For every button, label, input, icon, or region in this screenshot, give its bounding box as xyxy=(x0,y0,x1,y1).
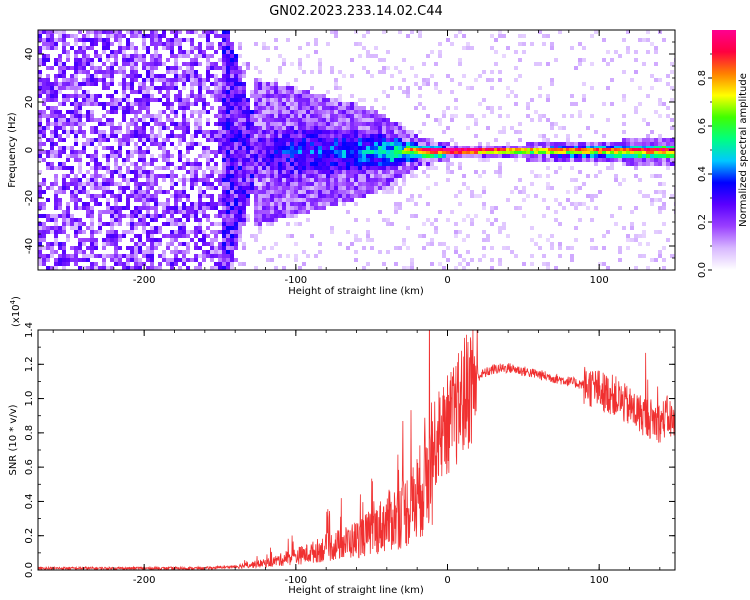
snr-x-label: Height of straight line (km) xyxy=(288,585,424,596)
snr-y-scale-exp: 4 xyxy=(9,299,17,304)
colorbar-ticks: 0.0 0.2 0.4 0.6 0.8 xyxy=(697,53,712,278)
colorbar: 0.0 0.2 0.4 0.6 0.8 Normalized spectral ampl… xyxy=(697,30,749,278)
svg-text:0: 0 xyxy=(24,147,35,153)
svg-text:-20: -20 xyxy=(24,190,35,206)
figure-title: GN02.2023.233.14.02.C44 xyxy=(269,4,443,19)
svg-text:0.2: 0.2 xyxy=(697,214,708,230)
svg-text:20: 20 xyxy=(24,96,35,109)
svg-text:0.8: 0.8 xyxy=(697,70,708,86)
svg-text:0.4: 0.4 xyxy=(697,166,708,182)
svg-text:0.6: 0.6 xyxy=(24,459,35,475)
colorbar-label: Normalized spectral amplitude xyxy=(738,73,749,227)
svg-text:-100: -100 xyxy=(284,575,307,586)
svg-text:1.4: 1.4 xyxy=(24,322,35,338)
svg-text:0.2: 0.2 xyxy=(24,528,35,544)
snr-series-line xyxy=(38,330,675,570)
svg-text:-200: -200 xyxy=(133,275,156,286)
spectrogram-x-label: Height of straight line (km) xyxy=(288,286,424,297)
snr-y-scale-base: (x10 xyxy=(11,304,22,327)
svg-text:100: 100 xyxy=(590,575,609,586)
svg-text:0: 0 xyxy=(444,575,450,586)
spectrogram-y-label: Frequency (Hz) xyxy=(7,112,18,188)
svg-text:0.0: 0.0 xyxy=(24,562,35,578)
svg-text:40: 40 xyxy=(24,48,35,61)
svg-text:-40: -40 xyxy=(24,238,35,254)
svg-text:100: 100 xyxy=(590,275,609,286)
svg-text:-200: -200 xyxy=(133,575,156,586)
snr-y-scale-close: ) xyxy=(11,296,22,300)
svg-text:0.4: 0.4 xyxy=(24,493,35,509)
svg-text:-100: -100 xyxy=(284,275,307,286)
svg-text:0.8: 0.8 xyxy=(24,425,35,441)
spectrogram-heatmap xyxy=(38,30,675,270)
colorbar-strip xyxy=(712,30,736,270)
snr-y-scale: (x104) xyxy=(9,296,22,327)
svg-text:1.0: 1.0 xyxy=(24,391,35,407)
svg-text:0: 0 xyxy=(444,275,450,286)
snr-panel: -200 -100 0 100 0.0 0.2 0.4 0.6 0.8 1.0 1.2 1.4 Hei… xyxy=(8,296,676,596)
svg-text:1.2: 1.2 xyxy=(24,356,35,372)
snr-axis-ticks: -200 -100 0 100 0.0 0.2 0.4 0.6 0.8 1.0 1.2 1.4 xyxy=(24,322,675,586)
snr-y-label: SNR (10 * v/v) xyxy=(8,404,19,475)
svg-text:0.6: 0.6 xyxy=(697,118,708,134)
svg-text:0.0: 0.0 xyxy=(697,262,708,278)
